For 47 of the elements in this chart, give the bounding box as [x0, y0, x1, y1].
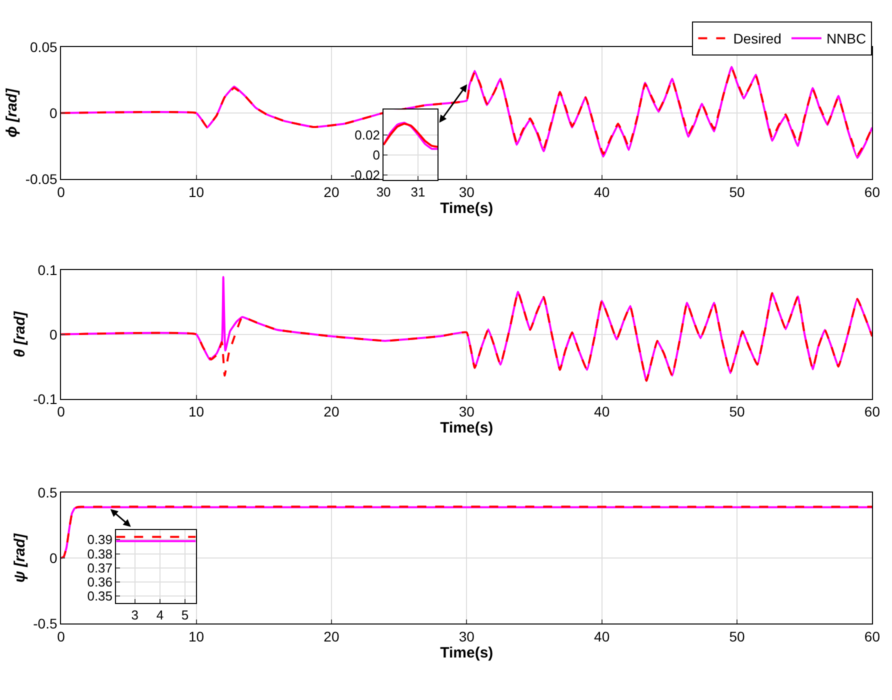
- y-tick-label: 0: [49, 104, 58, 121]
- y-tick-label: -0.5: [33, 616, 58, 632]
- y-tick-label: 0: [372, 147, 380, 162]
- x-tick-label: 50: [729, 628, 746, 644]
- y-tick-label: 0: [49, 550, 58, 566]
- y-tick-label: 0.35: [87, 588, 113, 604]
- y-tick-label: -0.1: [33, 390, 58, 407]
- y-tick-label: 0: [49, 326, 58, 342]
- y-tick-label: 0.02: [354, 127, 380, 142]
- y-tick-label: 0.36: [87, 574, 113, 590]
- x-tick-label: 60: [864, 628, 880, 644]
- x-tick-label: 40: [594, 628, 610, 644]
- y-tick-label: 0.5: [38, 484, 58, 501]
- x-axis-title: Time(s): [440, 644, 494, 662]
- x-tick-label: 30: [458, 628, 475, 644]
- x-tick-label: 31: [410, 184, 426, 200]
- x-tick-label: 10: [188, 628, 204, 644]
- x-tick-label: 20: [324, 184, 340, 200]
- x-tick-label: 3: [131, 608, 139, 623]
- y-tick-label: 0.38: [87, 546, 113, 562]
- x-tick-label: 30: [376, 184, 391, 200]
- x-tick-label: 10: [188, 184, 204, 200]
- x-tick-label: 50: [729, 184, 746, 200]
- y-tick-label: 0.39: [87, 532, 113, 548]
- y-tick-label: 0.05: [30, 38, 58, 55]
- x-tick-label: 20: [324, 628, 340, 644]
- x-axis-title: Time(s): [440, 200, 494, 217]
- x-tick-label: 4: [156, 608, 164, 623]
- x-tick-label: 60: [864, 404, 880, 420]
- x-tick-label: 50: [729, 404, 746, 420]
- y-axis-title: ψ [rad]: [11, 532, 28, 583]
- y-axis-title: θ [rad]: [11, 310, 28, 358]
- y-axis-title: ϕ [rad]: [4, 88, 21, 138]
- x-tick-label: 30: [458, 184, 475, 200]
- x-tick-label: 60: [864, 184, 880, 200]
- y-tick-label: -0.05: [25, 170, 58, 187]
- x-tick-label: 20: [324, 404, 340, 420]
- x-tick-label: 40: [594, 404, 610, 420]
- x-tick-label: 40: [594, 184, 610, 200]
- x-axis-title: Time(s): [440, 420, 494, 437]
- x-tick-label: 10: [188, 404, 204, 420]
- legend-label: Desired: [733, 30, 782, 47]
- y-tick-label: 0.1: [38, 262, 58, 278]
- legend-label: NNBC: [826, 30, 866, 47]
- x-tick-label: 5: [181, 608, 189, 623]
- y-tick-label: 0.37: [87, 560, 113, 576]
- x-tick-label: 30: [458, 404, 475, 420]
